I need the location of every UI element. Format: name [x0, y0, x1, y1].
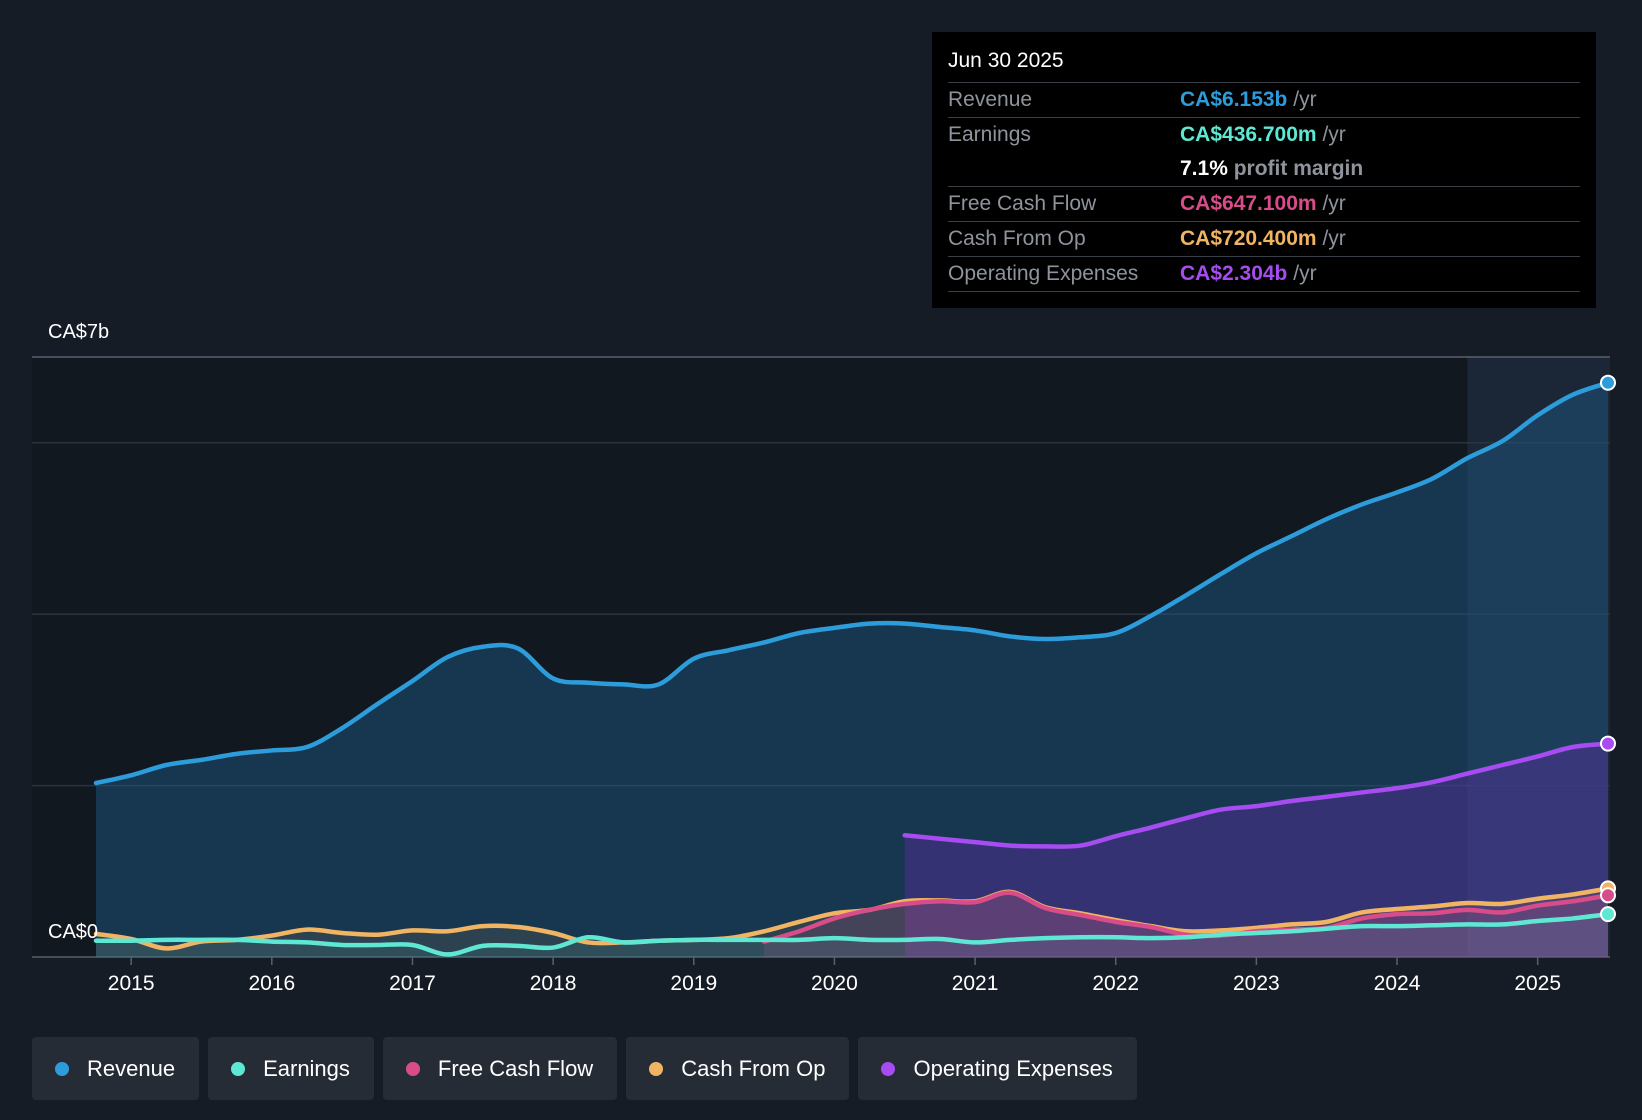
legend-label: Earnings	[263, 1055, 350, 1081]
tooltip-label: Revenue	[948, 88, 1033, 111]
plot-background	[32, 357, 1468, 957]
end-point-revenue	[1600, 374, 1616, 391]
area-revenue	[96, 382, 1608, 957]
legend-item-revenue[interactable]: Revenue	[32, 1037, 200, 1100]
tooltip-date: Jun 30 2025	[948, 46, 1580, 83]
legend-item-cash-from-op[interactable]: Cash From Op	[626, 1037, 850, 1100]
tooltip-row-earnings: Earnings CA$436.700m /yr	[948, 118, 1580, 152]
x-tick-label: 2016	[248, 972, 295, 995]
tooltip-value: CA$6.153b	[1180, 88, 1288, 111]
area-cash-from-op	[96, 888, 1608, 957]
end-point-free-cash-flow	[1600, 887, 1616, 904]
legend: Revenue Earnings Free Cash Flow Cash Fro…	[32, 1037, 1137, 1100]
x-tick-label: 2019	[670, 972, 717, 995]
line-free-cash-flow	[761, 890, 1611, 944]
y-axis-max-label: CA$7b	[48, 321, 110, 343]
tooltip-label: Cash From Op	[948, 227, 1086, 250]
end-point-earnings	[1600, 906, 1616, 923]
tooltip-unit: /yr	[1322, 123, 1346, 146]
tooltip-unit: /yr	[1293, 88, 1317, 111]
series-areas	[96, 382, 1608, 957]
line-operating-expenses	[902, 741, 1611, 849]
x-tick-label: 2020	[811, 972, 858, 995]
tooltip-row-revenue: Revenue CA$6.153b /yr	[948, 83, 1580, 118]
legend-dot-icon	[649, 1061, 664, 1076]
area-earnings	[96, 914, 1608, 957]
legend-item-operating-expenses[interactable]: Operating Expenses	[858, 1037, 1137, 1100]
legend-label: Operating Expenses	[913, 1055, 1113, 1081]
tooltip-row-operating-expenses: Operating Expenses CA$2.304b /yr	[948, 257, 1580, 292]
legend-label: Cash From Op	[681, 1055, 826, 1081]
tooltip-unit: profit margin	[1233, 157, 1364, 180]
y-axis-min-label: CA$0	[48, 921, 99, 943]
tooltip-unit: /yr	[1322, 227, 1346, 250]
legend-dot-icon	[55, 1061, 69, 1076]
tooltip-value: CA$2.304b	[1180, 262, 1288, 285]
series-end-points	[1600, 374, 1616, 923]
legend-item-earnings[interactable]: Earnings	[208, 1037, 374, 1100]
grid-lines	[32, 356, 1610, 958]
legend-label: Revenue	[87, 1055, 176, 1081]
x-tick-label: 2023	[1233, 972, 1280, 995]
x-tick-label: 2015	[108, 972, 155, 995]
tooltip-label: Earnings	[948, 123, 1031, 146]
legend-label: Free Cash Flow	[437, 1055, 594, 1081]
tooltip-row-cash-from-op: Cash From Op CA$720.400m /yr	[948, 222, 1580, 257]
tooltip-unit: /yr	[1293, 262, 1317, 285]
area-operating-expenses	[904, 743, 1608, 957]
tooltip-value: CA$720.400m	[1180, 227, 1317, 250]
tooltip-label	[948, 152, 1180, 186]
x-tick-label: 2022	[1092, 972, 1139, 995]
line-revenue	[93, 380, 1611, 786]
x-tick-label: 2024	[1374, 972, 1421, 995]
tooltip-unit: /yr	[1322, 192, 1346, 215]
x-axis-ticks: 2015 2016 2017 2018 2019 2020 2021 2022 2023 2024…	[108, 957, 1561, 995]
tooltip-label: Operating Expenses	[948, 262, 1139, 285]
tooltip-panel: Jun 30 2025 Revenue CA$6.153b /yr Earnin…	[932, 32, 1596, 308]
legend-dot-icon	[881, 1061, 896, 1076]
tooltip-row-free-cash-flow: Free Cash Flow CA$647.100m /yr	[948, 187, 1580, 222]
legend-dot-icon	[405, 1061, 420, 1076]
tooltip-label: Free Cash Flow	[948, 192, 1097, 215]
x-tick-label: 2017	[389, 972, 436, 995]
legend-dot-icon	[231, 1061, 246, 1076]
tooltip-value: CA$647.100m	[1180, 192, 1317, 215]
forecast-band	[1467, 357, 1610, 957]
legend-item-free-cash-flow[interactable]: Free Cash Flow	[382, 1037, 618, 1100]
series-lines	[93, 380, 1611, 957]
tooltip-value: CA$436.700m	[1180, 123, 1317, 146]
x-tick-label: 2018	[530, 972, 577, 995]
tooltip-row-profit-margin: 7.1% profit margin	[948, 152, 1580, 187]
line-earnings	[93, 911, 1611, 957]
x-tick-label: 2025	[1514, 972, 1561, 995]
tooltip-value: 7.1%	[1180, 157, 1228, 180]
x-tick-label: 2021	[952, 972, 999, 995]
end-point-operating-expenses	[1600, 735, 1616, 752]
